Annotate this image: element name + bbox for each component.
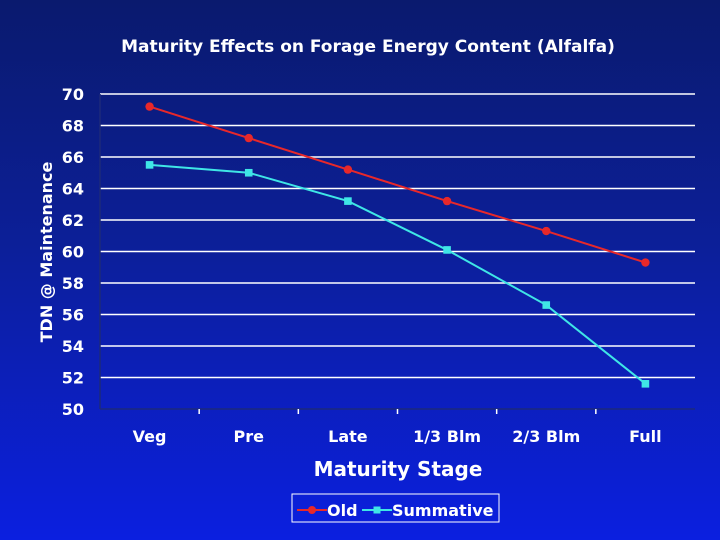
y-tick-label: 54 [62,337,84,356]
y-tick-label: 56 [62,306,84,325]
data-point-old [343,165,353,174]
series-line-summative [149,163,647,385]
x-tick-label: 2/3 Blm [512,427,580,446]
x-axis-title: Maturity Stage [314,457,483,481]
axis-layer [99,94,695,414]
x-tick-label: Veg [133,427,167,446]
data-point-old [442,196,452,206]
legend-box [291,493,500,523]
y-tick-label: 70 [62,85,84,104]
data-point-summative [344,197,352,205]
y-tick-label: 64 [62,180,84,199]
data-point-old [244,133,253,143]
y-tick-label: 58 [62,274,84,293]
legend-label-old: Old [327,501,358,520]
y-tick-label: 52 [62,369,84,388]
data-point-summative [641,380,650,388]
y-tick-label: 68 [62,117,84,136]
y-tick-label: 62 [62,211,84,230]
grid-layer [100,93,695,379]
tick-layer: 50 52 54 56 58 60 62 64 66 68 70 Veg Pre Late 1/3 Blm 2… [62,85,662,446]
y-tick-label: 60 [62,243,84,262]
chart-title: Maturity Effects on Forage Energy Conten… [121,37,615,57]
series-layer [145,102,650,388]
data-point-old [145,102,154,111]
x-tick-label: 1/3 Blm [413,427,481,446]
data-point-summative [244,168,253,177]
data-point-summative [145,161,154,169]
y-tick-label: 66 [62,148,84,167]
series-line-old [149,105,646,264]
data-point-summative [542,301,551,309]
x-tick-label: Pre [234,427,265,446]
x-tick-label: Late [328,427,368,446]
data-point-old [641,258,650,267]
legend-label-summative: Summative [392,501,494,520]
data-point-summative [443,246,451,254]
legend-marker-summative [373,506,381,514]
data-point-old [542,226,551,236]
legend: Old Summative [291,493,500,523]
y-tick-label: 50 [62,400,84,419]
y-axis-title: TDN @ Maintenance [37,161,56,342]
legend-marker-old [308,506,316,514]
x-tick-label: Full [629,427,662,446]
